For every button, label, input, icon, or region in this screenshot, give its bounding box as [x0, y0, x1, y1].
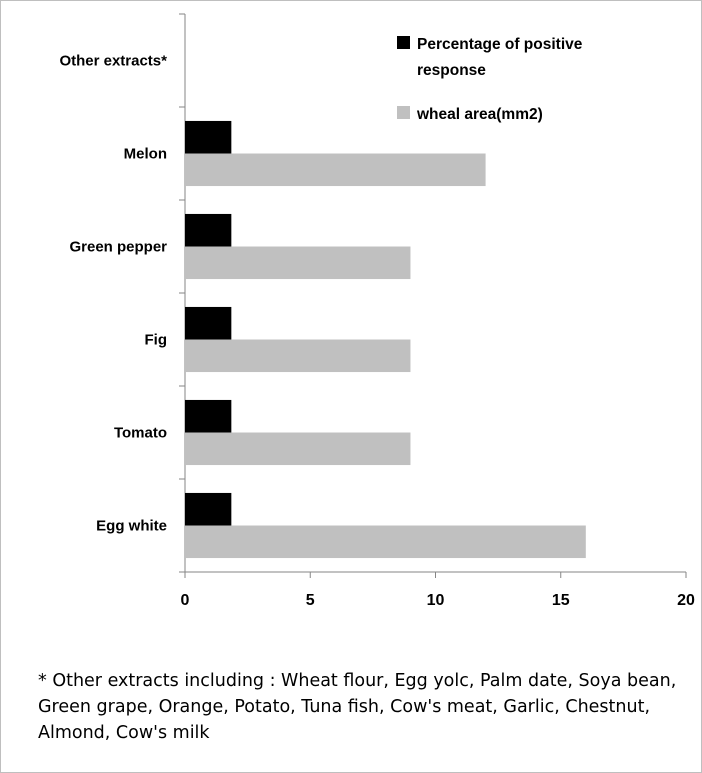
footnote: * Other extracts including : Wheat flour…	[38, 671, 677, 743]
bar-wheal-area	[185, 339, 411, 373]
bar-wheal-area	[185, 525, 586, 559]
bar-percentage-positive	[185, 213, 232, 247]
category-label: Melon	[124, 146, 167, 163]
legend-swatch	[397, 36, 410, 49]
legend-swatch	[397, 106, 410, 119]
x-tick-label: 10	[427, 592, 445, 609]
bar-percentage-positive	[185, 492, 232, 526]
category-label: Tomato	[114, 425, 167, 442]
x-tick-label: 20	[677, 592, 695, 609]
category-label: Egg white	[96, 518, 167, 535]
x-tick-label: 15	[552, 592, 570, 609]
bar-percentage-positive	[185, 120, 232, 154]
category-label: Fig	[145, 332, 168, 349]
bar-wheal-area	[185, 432, 411, 466]
legend-label: wheal area(mm2)	[416, 106, 543, 123]
bar-wheal-area	[185, 246, 411, 280]
legend-label: Percentage of positive response	[417, 36, 583, 79]
category-label: Green pepper	[69, 239, 167, 256]
bar-wheal-area	[185, 153, 486, 187]
bar-percentage-positive	[185, 399, 232, 433]
x-tick-label: 0	[181, 592, 190, 609]
category-label: Other extracts*	[59, 53, 167, 70]
x-tick-label: 5	[306, 592, 315, 609]
bar-chart: 0 5 10 15 20 Egg white Tomato Fig Green pepper Me…	[59, 13, 695, 609]
bar-percentage-positive	[185, 306, 232, 340]
